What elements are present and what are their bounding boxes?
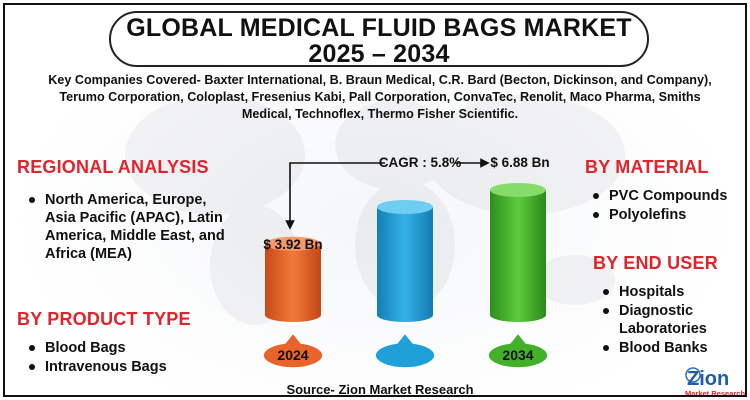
source-text: Source- Zion Market Research <box>286 382 474 397</box>
year-label-2024: 2024 <box>277 347 308 363</box>
list-item: North America, Europe, Asia Pacific (APA… <box>27 191 237 263</box>
year-label-2034: 2034 <box>502 347 533 363</box>
market-size-chart: 2024 2034 CAGR : 5.8% $ 3.92 Bn $ 6.88 Bn <box>262 155 550 369</box>
logo-subtext: Market Research <box>685 389 745 397</box>
year-badge-2024 <box>262 331 324 369</box>
list-item: PVC Compounds <box>591 187 741 205</box>
list-item: Hospitals <box>601 283 741 301</box>
key-companies-text: Key Companies Covered- Baxter Internatio… <box>48 73 712 121</box>
title-line-2: 2025 – 2034 <box>308 40 450 68</box>
list-item: Blood Banks <box>601 339 741 357</box>
year-badge-middle <box>374 331 436 369</box>
bar-top-middle <box>377 200 433 214</box>
list-item: Polyolefins <box>591 206 741 224</box>
bar-2024 <box>265 243 321 322</box>
product-type-heading: BY PRODUCT TYPE <box>17 309 191 329</box>
bar-middle <box>377 207 433 322</box>
cagr-label: CAGR : 5.8% <box>379 155 462 170</box>
bar-top-2024 <box>265 236 321 251</box>
list-item: Diagnostic Laboratories <box>601 302 741 338</box>
infographic-frame: GLOBAL MEDICAL FLUID BAGS MARKET 2025 – … <box>3 3 747 397</box>
product-type-list: Blood Bags Intravenous Bags <box>27 339 227 377</box>
value-label-2024: $ 3.92 Bn <box>263 237 322 252</box>
cagr-arrow-left <box>285 162 385 230</box>
regional-analysis-heading: REGIONAL ANALYSIS <box>17 157 209 177</box>
material-list: PVC Compounds Polyolefins <box>591 187 741 225</box>
bar-top-2034 <box>490 183 546 197</box>
zion-logo: Zion Market Research <box>685 367 745 397</box>
title-line-1: GLOBAL MEDICAL FLUID BAGS MARKET <box>126 14 632 42</box>
material-heading: BY MATERIAL <box>585 157 709 177</box>
list-item: Blood Bags <box>27 339 227 357</box>
page-title: GLOBAL MEDICAL FLUID BAGS MARKET 2025 – … <box>109 11 649 67</box>
end-user-list: Hospitals Diagnostic Laboratories Blood … <box>601 283 741 358</box>
value-label-2034: $ 6.88 Bn <box>490 155 549 170</box>
year-badge-2034 <box>487 331 549 369</box>
bar-2034 <box>490 190 546 322</box>
logo-wordmark: Zion <box>687 368 729 390</box>
regional-list: North America, Europe, Asia Pacific (APA… <box>27 191 237 264</box>
list-item: Intravenous Bags <box>27 358 227 376</box>
end-user-heading: BY END USER <box>593 253 718 273</box>
